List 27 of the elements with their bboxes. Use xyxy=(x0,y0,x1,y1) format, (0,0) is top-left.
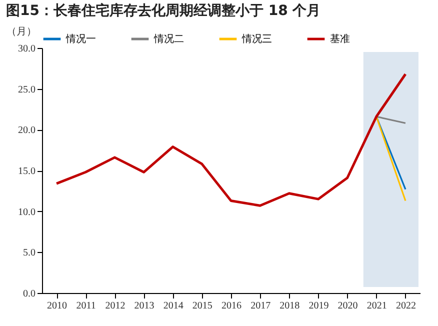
legend-label: 情况一 xyxy=(65,33,96,45)
y-tick-label: 10.0 xyxy=(18,206,36,218)
y-tick-label: 15.0 xyxy=(18,166,36,177)
y-tick-label: 5.0 xyxy=(23,248,36,259)
x-tick-label: 2016 xyxy=(222,300,242,312)
x-tick-label: 2017 xyxy=(250,300,271,312)
y-tick-label: 0.0 xyxy=(23,288,36,300)
y-tick-label: 30.0 xyxy=(18,44,36,54)
x-tick-label: 2010 xyxy=(47,300,68,312)
legend-label: 情况三 xyxy=(241,33,272,45)
legend-label: 基准 xyxy=(330,33,350,45)
x-tick-label: 2013 xyxy=(134,300,154,312)
x-tick-label: 2011 xyxy=(76,300,96,312)
x-tick-label: 2019 xyxy=(308,300,329,312)
y-axis-title: （月） xyxy=(6,26,36,38)
x-tick-label: 2014 xyxy=(163,300,184,312)
x-tick-label: 2012 xyxy=(105,300,126,312)
x-tick-label: 2021 xyxy=(366,300,387,312)
y-tick-label: 20.0 xyxy=(18,125,36,136)
x-tick-label: 2020 xyxy=(338,300,358,312)
x-tick-label: 2018 xyxy=(280,300,300,312)
y-tick-label: 25.0 xyxy=(18,84,36,96)
chart-title: 图15：长春住宅库存去化周期经调整小于 18 个月 xyxy=(6,2,321,19)
x-tick-label: 2015 xyxy=(192,300,212,312)
x-tick-label: 2022 xyxy=(396,300,416,312)
legend-label: 情况二 xyxy=(153,33,184,45)
line-series xyxy=(55,72,407,207)
